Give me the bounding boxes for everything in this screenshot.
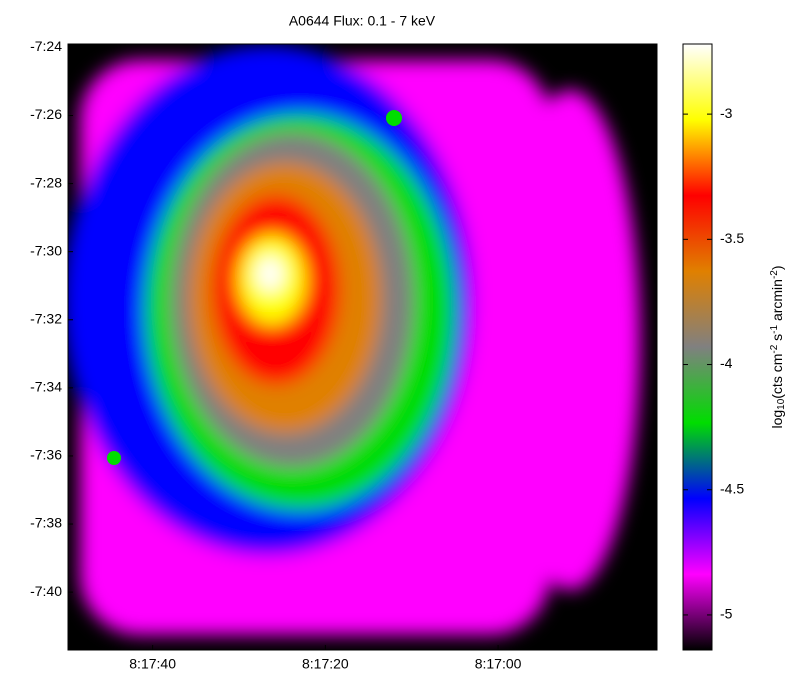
y-tick-label: -7:38 [30,515,62,531]
y-tick-label: -7:24 [30,38,62,54]
colorbar-label-part: ) [769,265,785,270]
point-source [386,110,402,126]
colorbar-tick-label: -3.5 [720,230,744,246]
y-tick-label: -7:34 [30,379,62,395]
y-tick-label: -7:36 [30,447,62,463]
colorbar-tick-label: -5 [720,606,733,622]
y-tick-label: -7:32 [30,310,62,326]
chart-title: A0644 Flux: 0.1 - 7 keV [289,13,436,29]
colorbar-label-part: arcmin [769,279,785,325]
point-source [107,451,121,465]
colorbar-label-part: (cts cm [769,354,785,399]
colorbar-tick-label: -3 [720,105,733,121]
colorbar-label-part: -1 [769,325,780,334]
colorbar-label-part: log [769,410,785,429]
colorbar-label: log10(cts cm-2 s-1 arcmin-2) [769,265,787,428]
colorbar-label-part: s [769,334,785,345]
x-tick-label: 8:17:20 [302,656,349,672]
plot-frame [67,43,658,651]
x-tick-label: 8:17:00 [475,656,522,672]
colorbar-label-part: 10 [776,398,787,410]
colorbar-tick-label: -4.5 [720,480,744,496]
colorbar [682,43,713,651]
colorbar-label-part: -2 [769,270,780,279]
x-tick-label: 8:17:40 [129,656,176,672]
flux-image [68,44,657,650]
y-tick-label: -7:26 [30,106,62,122]
y-tick-label: -7:40 [30,583,62,599]
image-region [500,90,640,590]
y-tick-label: -7:28 [30,174,62,190]
image-layers [68,45,640,635]
colorbar-label-part: -2 [769,344,780,353]
colorbar-tick-label: -4 [720,355,733,371]
y-tick-label: -7:30 [30,242,62,258]
image-region [256,256,284,292]
